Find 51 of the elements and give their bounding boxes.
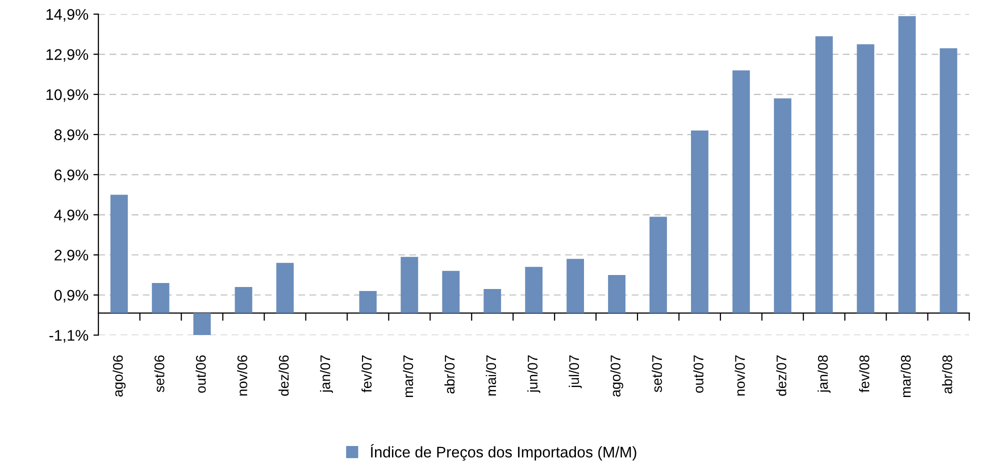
x-tick-label: dez/07: [776, 355, 786, 396]
x-tick-label: abr/08: [942, 355, 952, 394]
x-tick-label: fev/08: [859, 355, 870, 392]
y-tick-label: 14,9%: [46, 9, 88, 22]
x-tick-label: nov/07: [734, 355, 745, 396]
x-tick-label: mar/07: [402, 355, 414, 398]
x-tick-label: abr/07: [444, 355, 455, 394]
bar: [400, 256, 418, 314]
y-tick-label: 6,9%: [54, 170, 88, 182]
y-tick-label: 2,9%: [54, 250, 88, 262]
x-tick-label: dez/06: [278, 355, 289, 396]
bar: [898, 16, 916, 314]
bar: [608, 274, 626, 314]
y-tick-label: 4,9%: [54, 210, 88, 222]
bar: [442, 270, 460, 314]
y-tick-label: 0,9%: [54, 290, 88, 302]
x-tick-label: jan/07: [320, 355, 333, 393]
x-tick-label: out/07: [693, 355, 704, 393]
bar: [690, 130, 708, 314]
bar: [152, 282, 170, 314]
bar: [650, 216, 667, 314]
bar: [732, 70, 750, 314]
bar: [359, 290, 377, 314]
bar: [525, 266, 543, 314]
x-tick-label: set/07: [652, 355, 662, 392]
x-tick-label: jul/07: [568, 355, 582, 388]
bar: [940, 48, 958, 314]
y-tick-label: 8,9%: [54, 129, 88, 142]
x-tick-label: jan/08: [818, 355, 831, 393]
y-tick-label: -1,1%: [49, 330, 88, 343]
x-tick-label: jun/07: [527, 355, 540, 393]
bar: [234, 286, 252, 314]
bar: [566, 258, 584, 314]
x-tick-label: mar/08: [900, 355, 911, 398]
x-tick-label: nov/06: [237, 355, 248, 396]
bar: [110, 194, 128, 314]
bar: [276, 262, 294, 314]
bar: [484, 288, 502, 314]
bar: [774, 98, 792, 314]
y-tick-label: 12,9%: [46, 49, 88, 62]
bar: [856, 44, 874, 314]
bar: [815, 36, 833, 314]
y-tick-label: 10,9%: [46, 89, 88, 102]
legend-label: Índice de Preços dos Importados (M/M): [370, 444, 636, 461]
x-tick-label: ago/06: [112, 355, 126, 397]
x-tick-label: mai/07: [486, 355, 496, 396]
x-tick-label: out/06: [196, 355, 206, 393]
x-tick-label: fev/07: [361, 355, 372, 392]
x-tick-label: ago/07: [610, 355, 624, 397]
x-tick-label: set/06: [154, 355, 164, 392]
bar: [193, 313, 211, 336]
